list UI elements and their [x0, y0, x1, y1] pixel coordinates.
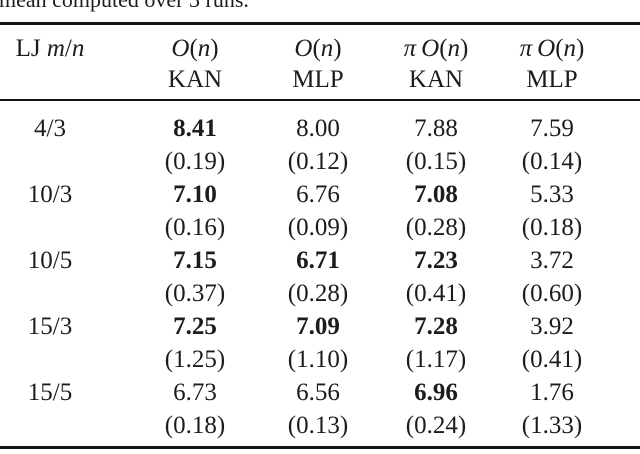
table-midrule: [0, 99, 640, 101]
table-cell-value: 6.71: [296, 247, 340, 274]
table-cell-value: 7.23: [414, 247, 458, 274]
table-cell-value: 7.08: [414, 181, 458, 208]
table-cell-value: 8.00: [296, 115, 340, 142]
table-cell-value: 3.92: [530, 313, 574, 340]
row-label: 15/3: [27, 313, 73, 340]
column-header-model-mlp: MLP: [292, 66, 344, 93]
table-cell-std: (0.28): [287, 280, 349, 307]
math-m: m: [46, 35, 65, 62]
table-cell-value: 5.33: [530, 181, 574, 208]
table-cell-value: 7.09: [296, 313, 340, 340]
row-label: 10/3: [27, 181, 73, 208]
table-cell-std: (0.12): [287, 148, 349, 175]
math-slash: /: [64, 35, 72, 62]
table-cell-std: (0.16): [164, 214, 226, 241]
table-cell-value: 8.41: [173, 115, 217, 142]
lj-label: LJ: [15, 35, 41, 62]
table-cell-value: 6.96: [414, 379, 458, 406]
table-cell-std: (0.41): [521, 346, 583, 373]
table-cell-value: 7.10: [173, 181, 217, 208]
table-cell-std: (0.24): [405, 412, 467, 439]
table-caption: mean computed over 3 runs.: [0, 0, 249, 11]
table-cell-value: 3.72: [530, 247, 574, 274]
table-cell-std: (1.25): [164, 346, 226, 373]
table-cell-std: (0.18): [164, 412, 226, 439]
table-cell-value: 7.25: [173, 313, 217, 340]
table-toprule: [0, 22, 640, 25]
table-cell-value: 7.28: [414, 313, 458, 340]
column-header-on-mlp-math: O(n): [294, 35, 342, 62]
table-cell-std: (1.10): [287, 346, 349, 373]
table-cell-value: 6.76: [296, 181, 340, 208]
table-cell-std: (1.33): [521, 412, 583, 439]
table-cell-value: 7.88: [414, 115, 458, 142]
table-cell-value: 1.76: [530, 379, 574, 406]
table-cell-std: (0.41): [405, 280, 467, 307]
table-cell-std: (0.14): [521, 148, 583, 175]
row-label: 4/3: [34, 115, 66, 142]
row-label: 10/5: [27, 247, 73, 274]
column-header-lj-mn: LJ m/n: [0, 33, 100, 64]
column-header-pion-kan-math: π O(n): [403, 35, 469, 62]
column-header-pion-mlp-math: π O(n): [519, 35, 585, 62]
table-header: LJ m/n O(n) O(n) π O(n) π O(n) KAN MLP KAN…: [0, 33, 610, 95]
pi-symbol: π: [403, 35, 417, 62]
table-cell-std: (0.09): [287, 214, 349, 241]
table-cell-value: 7.59: [530, 115, 574, 142]
table-bottomrule: [0, 446, 640, 449]
table-cell-std: (0.15): [405, 148, 467, 175]
table-cell-std: (0.60): [521, 280, 583, 307]
column-header-on-kan-math: O(n): [171, 35, 219, 62]
table-cell-std: (0.28): [405, 214, 467, 241]
table-cell-std: (0.37): [164, 280, 226, 307]
table-cell-std: (1.17): [405, 346, 467, 373]
table-cell-std: (0.13): [287, 412, 349, 439]
table-cell-value: 6.73: [173, 379, 217, 406]
column-header-model-kan: KAN: [408, 66, 464, 93]
table-cell-value: 7.15: [173, 247, 217, 274]
row-label: 15/5: [27, 379, 73, 406]
column-header-model-mlp: MLP: [526, 66, 578, 93]
table-cell-value: 6.56: [296, 379, 340, 406]
table-body: 4/3 8.41 8.00 7.88 7.59 (0.19) (0.12) (0…: [0, 112, 610, 442]
table-cell-std: (0.19): [164, 148, 226, 175]
pi-symbol: π: [519, 35, 533, 62]
column-header-model-kan: KAN: [167, 66, 223, 93]
table-cell-std: (0.18): [521, 214, 583, 241]
math-n: n: [71, 35, 85, 62]
